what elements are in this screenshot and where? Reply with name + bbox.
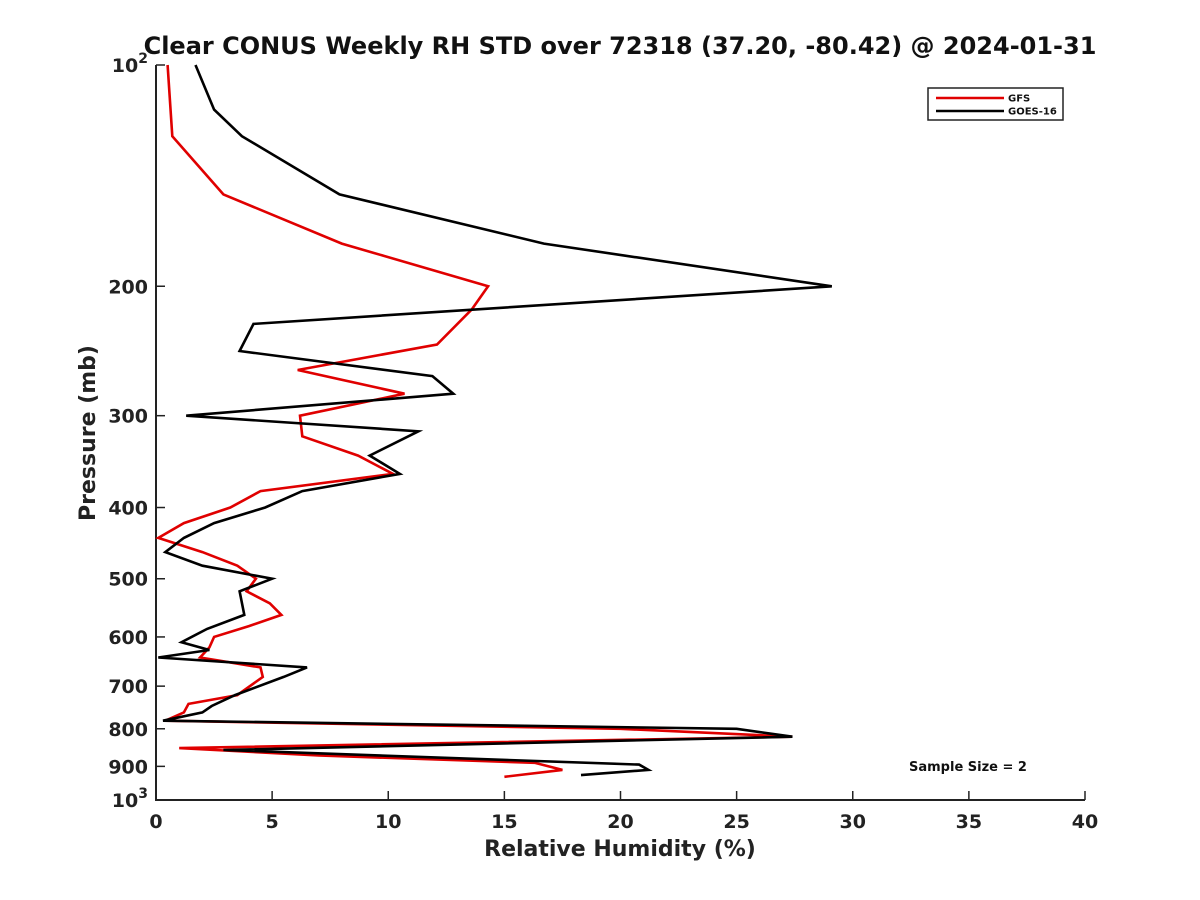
y-tick-label: 300 <box>108 406 148 428</box>
x-axis-label: Relative Humidity (%) <box>484 837 756 862</box>
x-tick-label: 10 <box>375 811 401 833</box>
y-tick-label: 102 <box>112 51 148 77</box>
y-tick-label: 103 <box>112 786 148 812</box>
x-tick-label: 35 <box>956 811 982 833</box>
sample-size-annotation: Sample Size = 2 <box>909 760 1027 775</box>
plot-area: 0 5 10 15 20 25 30 35 40 102 200 300 400 500 600 700 80… <box>108 51 1098 833</box>
x-tick-label: 25 <box>723 811 749 833</box>
x-tick-label: 40 <box>1072 811 1098 833</box>
x-axis: 0 5 10 15 20 25 30 35 40 <box>149 791 1098 833</box>
legend-box <box>927 87 1064 121</box>
y-tick-label: 800 <box>108 719 148 741</box>
chart-title: Clear CONUS Weekly RH STD over 72318 (37… <box>144 32 1097 60</box>
y-tick-label: 900 <box>108 756 148 778</box>
y-axis-label: Pressure (mb) <box>76 345 101 521</box>
legend[interactable]: GFS GOES-16 <box>927 87 1064 121</box>
y-axis: 102 200 300 400 500 600 700 800 900 103 <box>108 51 165 812</box>
y-tick-label: 500 <box>108 569 148 591</box>
y-tick-label: 400 <box>108 498 148 520</box>
legend-label: GFS <box>1008 94 1030 105</box>
series-line-goes-16 <box>158 64 832 777</box>
legend-label: GOES-16 <box>1008 107 1057 118</box>
y-tick-label: 600 <box>108 627 148 649</box>
x-tick-label: 0 <box>149 811 162 833</box>
y-tick-label: 700 <box>108 676 148 698</box>
axes-frame <box>155 65 1085 801</box>
x-tick-label: 30 <box>840 811 866 833</box>
y-tick-label: 200 <box>108 276 148 298</box>
x-tick-label: 15 <box>491 811 517 833</box>
x-tick-label: 20 <box>607 811 633 833</box>
x-tick-label: 5 <box>266 811 279 833</box>
series-layer <box>155 64 832 779</box>
